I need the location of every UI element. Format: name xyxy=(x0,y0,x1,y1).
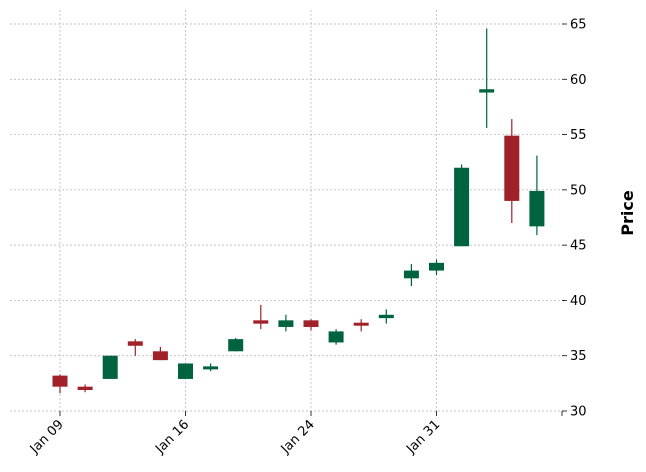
y-axis-title: Price xyxy=(618,190,637,236)
candle xyxy=(127,339,143,356)
candle xyxy=(353,319,369,332)
candles xyxy=(52,28,545,394)
y-tick-label: 30 xyxy=(570,405,587,420)
candle-body xyxy=(353,322,369,326)
axes: 30 35 40 45 50 55 60 65 Jan 09 Jan 16 Jan 24 Jan 31 xyxy=(27,18,587,458)
y-tick-label: 45 xyxy=(570,239,587,254)
candle-body xyxy=(77,386,93,390)
candle xyxy=(278,314,294,332)
y-tick-label: 65 xyxy=(570,18,587,33)
candle xyxy=(228,338,244,352)
y-tick-label: 40 xyxy=(570,294,587,309)
candle-body xyxy=(378,314,394,319)
x-tick-label: Jan 16 xyxy=(152,417,192,457)
candle-body xyxy=(228,339,244,352)
candle xyxy=(479,28,495,128)
candle xyxy=(328,329,344,345)
candle-body xyxy=(454,167,470,247)
candle-body xyxy=(102,355,118,379)
candle xyxy=(253,304,269,330)
candle-body xyxy=(127,341,143,346)
candle xyxy=(102,355,118,379)
candle-body xyxy=(52,375,68,387)
x-tick-label: Jan 31 xyxy=(403,417,443,457)
x-tick-label: Jan 09 xyxy=(27,417,67,457)
candle-body xyxy=(278,320,294,327)
y-tick-label: 55 xyxy=(570,128,587,143)
candle-body xyxy=(529,190,545,227)
candle xyxy=(303,319,319,331)
candle xyxy=(152,346,168,361)
candle xyxy=(504,119,520,224)
candle-body xyxy=(504,135,520,201)
candle xyxy=(77,384,93,393)
candle-body xyxy=(303,320,319,327)
y-tick-label: 35 xyxy=(570,349,587,364)
grid-lines xyxy=(10,10,562,412)
y-tick-label: 50 xyxy=(570,183,587,198)
candle xyxy=(203,363,219,372)
candle-body xyxy=(429,262,444,271)
candle-body xyxy=(328,331,344,343)
x-tick-label: Jan 24 xyxy=(278,417,318,457)
y-tick-label: 60 xyxy=(570,73,587,88)
candle xyxy=(178,363,193,379)
candle-body xyxy=(253,320,269,324)
candle-body xyxy=(152,351,168,361)
candle xyxy=(52,374,68,394)
candle xyxy=(429,259,444,275)
candle-body xyxy=(203,366,219,370)
candle-body xyxy=(479,89,495,93)
candle xyxy=(378,309,394,324)
candle xyxy=(403,263,419,287)
candle xyxy=(454,164,470,247)
candle-body xyxy=(178,363,193,379)
candle xyxy=(529,155,545,236)
candle-body xyxy=(403,270,419,279)
